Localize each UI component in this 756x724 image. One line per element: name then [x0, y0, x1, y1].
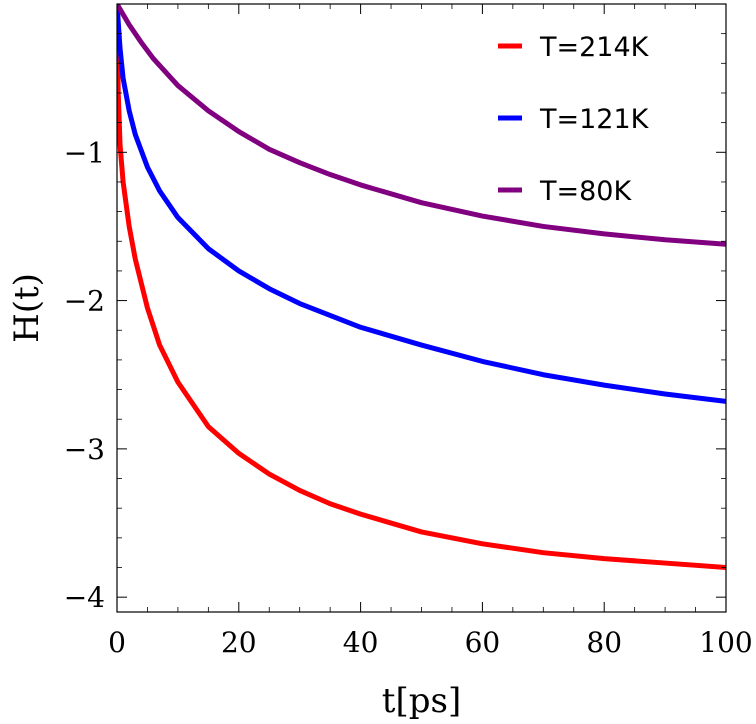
plot-frame	[116, 3, 727, 613]
x-tick-label: 60	[465, 626, 501, 659]
x-tick-label: 20	[221, 626, 257, 659]
y-axis-title: H(t)	[7, 273, 47, 343]
tick-labels-group: 0 20 40 60 80 100 −1 −2 −3 −4	[64, 136, 753, 659]
legend-label: T=80K	[539, 176, 632, 207]
legend-label: T=121K	[539, 104, 650, 135]
x-axis-title: t[ps]	[382, 681, 461, 721]
x-tick-label: 100	[699, 626, 752, 659]
y-tick-label: −4	[64, 581, 105, 614]
axis-ticks-group	[116, 4, 727, 612]
data-series-group	[117, 4, 726, 571]
x-tick-label: 80	[586, 626, 622, 659]
legend-label: T=214K	[539, 32, 650, 63]
series-line-1	[117, 4, 726, 571]
series-line-3	[117, 4, 726, 247]
legend: T=214K T=121K T=80K	[498, 32, 650, 207]
y-tick-label: −2	[64, 285, 105, 318]
x-tick-label: 40	[343, 626, 379, 659]
x-tick-label: 0	[108, 626, 126, 659]
y-tick-label: −1	[64, 136, 105, 169]
series-line-2	[117, 4, 726, 404]
y-tick-label: −3	[64, 433, 105, 466]
